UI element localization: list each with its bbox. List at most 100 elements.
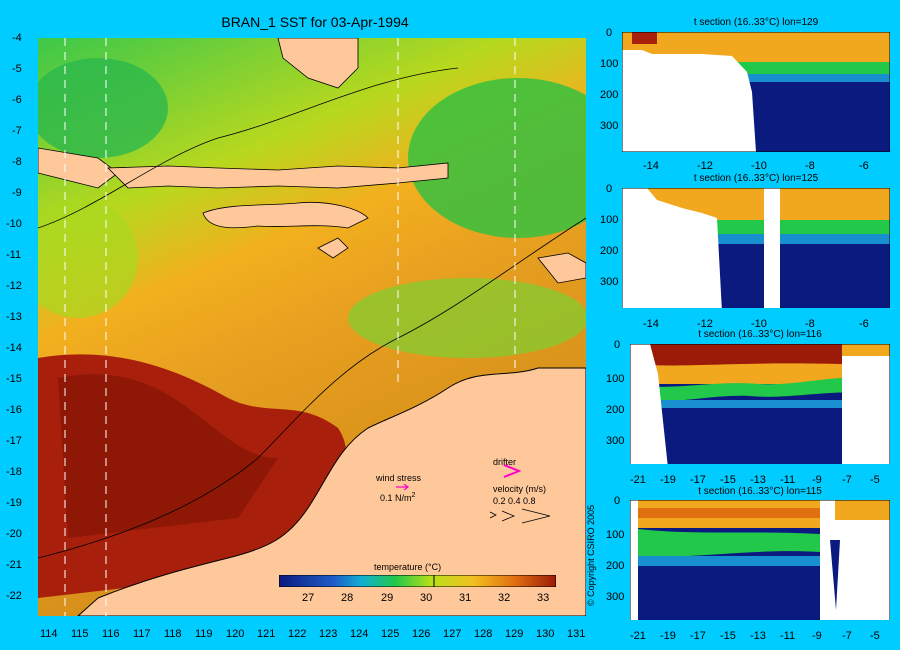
- x-tick: 129: [505, 628, 524, 640]
- sst-map: [38, 38, 586, 616]
- x-tick: -19: [660, 474, 676, 486]
- y-tick: 0: [606, 27, 613, 39]
- section-panel-lon115: [630, 500, 890, 620]
- x-tick: -10: [751, 160, 767, 172]
- x-tick: -8: [805, 318, 815, 330]
- copyright-notice: © Copyright CSIRO 2005: [586, 504, 596, 606]
- y-tick: 0: [614, 339, 621, 351]
- colorbar-tick: 27: [302, 592, 315, 604]
- x-tick: 127: [443, 628, 462, 640]
- y-tick: -11: [6, 249, 22, 261]
- y-tick: 0: [606, 183, 613, 195]
- y-tick: 300: [600, 120, 619, 132]
- x-tick: -9: [812, 474, 822, 486]
- section-title: t section (16..33°C) lon=125: [693, 173, 819, 184]
- x-tick: 117: [133, 628, 151, 640]
- section-field: [622, 32, 890, 152]
- section-panel-lon125: [622, 188, 890, 308]
- y-tick: -8: [12, 156, 22, 168]
- x-tick: -7: [842, 474, 852, 486]
- y-tick: -14: [6, 342, 22, 354]
- x-tick: 114: [40, 628, 58, 640]
- x-tick: -15: [720, 630, 736, 642]
- colorbar-tick: 31: [459, 592, 472, 604]
- x-tick: -7: [842, 630, 852, 642]
- x-tick: -11: [780, 474, 796, 486]
- y-tick: 300: [606, 435, 625, 447]
- x-tick: 116: [102, 628, 120, 640]
- y-tick: 300: [600, 276, 619, 288]
- sst-map-field: [38, 38, 586, 616]
- section-title: t section (16..33°C) lon=115: [698, 486, 822, 497]
- section-title: t section (16..33°C) lon=129: [693, 17, 819, 28]
- x-tick: 126: [412, 628, 431, 640]
- velocity-label: velocity (m/s): [493, 484, 547, 494]
- x-tick: 130: [536, 628, 555, 640]
- section-panel-lon116: [630, 344, 890, 464]
- x-tick: -12: [697, 160, 713, 172]
- x-tick: 124: [350, 628, 369, 640]
- section-field: [622, 188, 890, 308]
- y-tick: -12: [6, 280, 22, 292]
- x-tick: -14: [643, 160, 659, 172]
- wind-stress-label: wind stress: [376, 473, 422, 483]
- page-title: BRAN_1 SST for 03-Apr-1994: [221, 14, 409, 30]
- x-tick: -21: [630, 474, 646, 486]
- y-tick: 100: [606, 529, 625, 541]
- y-tick: -9: [12, 187, 22, 199]
- y-tick: 100: [600, 214, 619, 226]
- x-tick: -10: [751, 318, 767, 330]
- y-tick: -15: [6, 373, 22, 385]
- colorbar-tick: 33: [537, 592, 550, 604]
- x-tick: -11: [780, 630, 796, 642]
- x-tick: -21: [630, 630, 646, 642]
- temperature-colorbar: [279, 575, 556, 587]
- x-tick: -5: [870, 630, 880, 642]
- section-field: [630, 344, 890, 464]
- x-tick: -14: [643, 318, 659, 330]
- wind-stress-arrow-icon: [396, 484, 409, 490]
- x-tick: 125: [381, 628, 400, 640]
- velocity-scale-arrows-icon: [490, 508, 551, 524]
- y-tick: 200: [600, 89, 619, 101]
- y-tick: -16: [6, 404, 22, 416]
- y-tick: 100: [600, 58, 619, 70]
- y-tick: -7: [12, 125, 22, 137]
- drifter-arrow-icon: [503, 464, 521, 478]
- y-tick: -10: [6, 218, 22, 230]
- x-tick: -6: [859, 318, 869, 330]
- colorbar-title: temperature (°C): [374, 562, 442, 572]
- y-tick: 200: [606, 404, 625, 416]
- y-tick: 100: [606, 373, 625, 385]
- y-tick: -5: [12, 63, 22, 75]
- x-tick: 128: [474, 628, 493, 640]
- section-field: [630, 500, 890, 620]
- x-tick: 123: [319, 628, 338, 640]
- x-tick: 122: [288, 628, 307, 640]
- x-tick: -15: [720, 474, 736, 486]
- x-tick: 120: [226, 628, 245, 640]
- x-tick: 131: [567, 628, 586, 640]
- y-tick: -18: [6, 466, 22, 478]
- x-tick: -8: [805, 160, 815, 172]
- x-tick: -17: [690, 630, 706, 642]
- y-tick: -21: [6, 559, 22, 571]
- drifter-label: drifter: [493, 457, 517, 467]
- velocity-values: 0.2 0.4 0.8: [493, 496, 536, 506]
- y-tick: -17: [6, 435, 22, 447]
- y-tick: 200: [606, 560, 625, 572]
- wind-stress-unit-sup: 2: [411, 492, 416, 499]
- x-tick: -9: [812, 630, 822, 642]
- y-tick: -4: [12, 32, 22, 44]
- x-tick: 115: [71, 628, 89, 640]
- wind-stress-number: 0.1 N/m: [380, 493, 412, 503]
- x-tick: -13: [750, 630, 766, 642]
- wind-stress-value: 0.1 N/m2: [380, 492, 415, 503]
- x-tick: -6: [859, 160, 869, 172]
- x-tick: -13: [750, 474, 766, 486]
- colorbar-tick: 28: [341, 592, 354, 604]
- colorbar-tick: 29: [381, 592, 394, 604]
- colorbar-tick: 30: [420, 592, 433, 604]
- x-tick: 121: [257, 628, 276, 640]
- x-tick: -17: [690, 474, 706, 486]
